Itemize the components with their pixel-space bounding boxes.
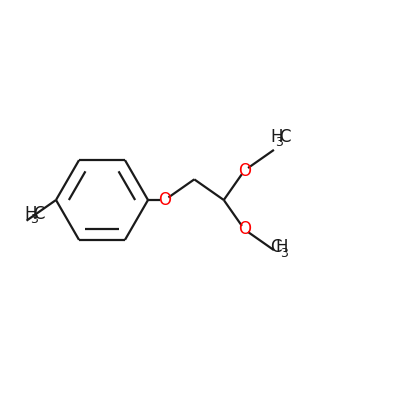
Text: C: C — [270, 238, 282, 256]
Text: H: H — [270, 128, 282, 146]
Text: H: H — [275, 238, 288, 256]
Text: C: C — [33, 205, 45, 223]
Text: C: C — [279, 128, 290, 146]
Text: O: O — [238, 220, 251, 238]
Text: O: O — [158, 191, 171, 209]
Text: 3: 3 — [280, 247, 288, 260]
Text: 3: 3 — [275, 136, 283, 150]
Text: O: O — [238, 162, 251, 180]
Text: H: H — [24, 205, 37, 223]
Text: 3: 3 — [30, 213, 38, 226]
